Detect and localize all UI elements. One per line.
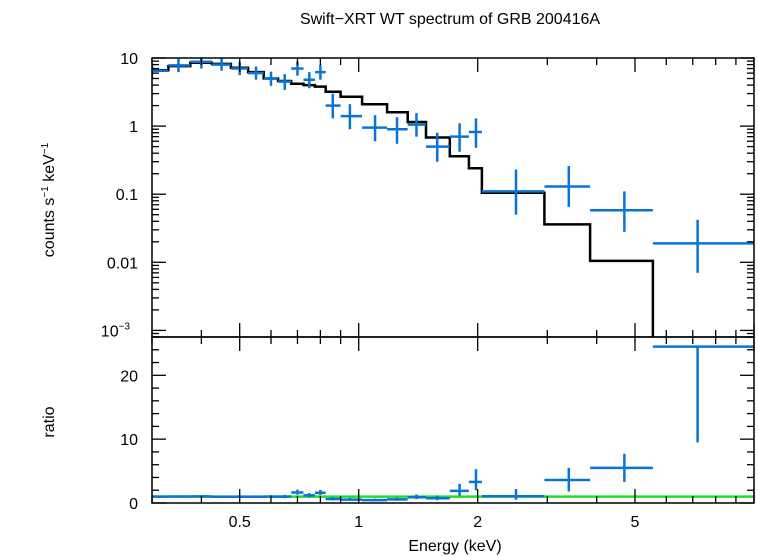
chart-title: Swift−XRT WT spectrum of GRB 200416A [300,11,600,28]
top-y-tick-label-0: 10 [120,51,138,68]
ratio-point-5 [248,495,264,499]
ratio-point-7 [278,494,292,499]
spectrum-point-7 [278,74,292,90]
ratio-point-22 [652,345,754,443]
spectrum-point-3 [211,58,231,71]
model-histogram [152,61,655,337]
spectrum-point-15 [407,113,427,137]
x-axis-label: Energy (keV) [408,538,501,555]
spectrum-point-17 [449,123,469,152]
spectrum-point-1 [168,58,191,73]
spectrum-point-14 [387,117,408,144]
ylabel-sup2: −1 [40,142,51,154]
x-tick-label-3: 5 [631,514,640,531]
ratio-point-19 [481,488,545,500]
ratio-point-10 [314,489,326,496]
ratio-point-20 [544,467,591,492]
spectrum-point-16 [426,132,450,162]
top-y-tick-label-1: 1 [129,119,138,136]
spectrum-point-21 [590,191,653,232]
ratio-point-21 [590,453,653,482]
x-tick-label-1: 1 [354,514,363,531]
ratio-point-17 [449,483,469,496]
ratio-point-8 [291,489,304,495]
bottom-y-tick-label-1: 10 [120,432,138,449]
ratio-point-16 [426,495,450,501]
bottom-y-tick-label-0: 0 [129,496,138,513]
ratio-point-13 [362,498,388,502]
top-y-tick-sup-4: −3 [119,321,131,332]
spectrum-point-5 [248,66,264,80]
spectrum-point-11 [325,93,341,119]
ratio-point-0 [152,495,169,498]
top-y-tick-label-3: 0.01 [107,255,138,272]
spectrum-point-20 [544,165,591,207]
spectrum-point-6 [263,71,279,86]
top-frame [151,57,755,338]
top-y-tick-label-2: 0.1 [116,187,138,204]
ratio-point-1 [168,495,191,498]
ylabel-mid: keV [41,154,58,186]
ratio-point-9 [303,493,315,498]
ratio-point-14 [387,497,408,501]
spectrum-point-19 [481,169,545,215]
spectrum-panel: 10 1 0.1 0.01 10−3 [101,51,755,340]
top-y-axis-label: counts s−1 keV−1 [40,142,58,257]
ratio-point-11 [325,497,341,501]
spectrum-point-10 [314,64,326,80]
bottom-y-tick-label-2: 20 [120,368,138,385]
ratio-panel: 0.5 1 2 5 0 10 20 [120,336,755,531]
ylabel-main: counts s [41,198,58,258]
bottom-frame [151,336,755,504]
spectrum-point-22 [652,219,754,273]
spectrum-point-0 [152,63,169,79]
bottom-y-axis-label: ratio [41,406,58,437]
ratio-point-15 [407,494,427,500]
top-y-tick-label-4: 10−3 [101,321,131,340]
spectrum-point-18 [468,118,482,148]
x-tick-label-0: 0.5 [229,514,251,531]
ratio-point-3 [211,495,231,498]
spectrum-point-12 [340,104,363,130]
x-tick-label-2: 2 [473,514,482,531]
spectrum-point-9 [303,72,315,89]
ylabel-sup1: −1 [40,186,51,198]
ratio-point-18 [468,469,482,491]
spectrum-point-13 [362,115,388,142]
